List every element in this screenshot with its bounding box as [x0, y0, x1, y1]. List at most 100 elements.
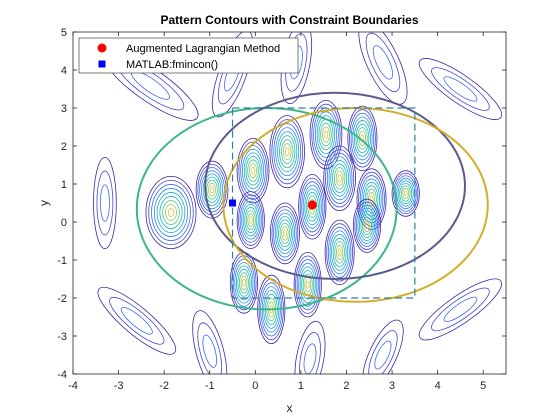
- contour-line: [418, 278, 503, 341]
- contour-streak: [192, 310, 228, 374]
- contour-line: [316, 115, 336, 155]
- contour-line: [156, 192, 186, 233]
- contour-line: [242, 203, 259, 237]
- contour-line: [202, 334, 217, 368]
- contour-lobe: [236, 137, 270, 204]
- contour-line: [374, 340, 392, 370]
- contour-line: [273, 209, 297, 258]
- x-tick-label: -3: [114, 380, 124, 392]
- contour-line: [391, 170, 420, 217]
- contour-line: [335, 244, 344, 260]
- contour-line: [148, 180, 194, 245]
- contour-line: [305, 280, 310, 289]
- contour-line: [431, 287, 490, 332]
- x-axis-ticks: -4 -3 -2 -1 0 1 2 3 4 5: [68, 32, 486, 392]
- contour-line: [295, 255, 321, 314]
- contour-line: [244, 207, 258, 234]
- contour-line: [355, 123, 370, 154]
- contour-line: [400, 185, 411, 202]
- contour-streak: [418, 58, 503, 120]
- contour-line: [109, 296, 165, 345]
- contour-line: [245, 210, 256, 231]
- contour-line: [301, 181, 324, 233]
- contour-line: [278, 219, 292, 248]
- constraint-ellipse-purple: [204, 91, 466, 280]
- contour-lobe: [236, 191, 265, 250]
- contour-line: [281, 139, 294, 165]
- contour-line: [356, 168, 387, 231]
- contour-lobe: [229, 251, 258, 314]
- contour-line: [145, 175, 197, 249]
- y-tick-label: -2: [57, 293, 67, 305]
- contour-line: [331, 234, 349, 271]
- contour-line: [332, 163, 348, 194]
- contour-line: [165, 204, 177, 221]
- contour-line: [358, 210, 375, 241]
- contour-line: [167, 208, 175, 217]
- contour-line: [393, 172, 419, 215]
- contour-line: [418, 58, 503, 120]
- contour-line: [234, 262, 254, 304]
- contour-line: [397, 180, 414, 207]
- contour-line: [368, 330, 398, 374]
- contour-line: [314, 111, 337, 158]
- contour-line: [282, 143, 292, 161]
- contour-line: [151, 184, 191, 241]
- contour-line: [363, 181, 381, 217]
- contour-line: [327, 226, 352, 278]
- contour-line: [354, 201, 380, 250]
- contour-line: [249, 163, 257, 179]
- contour-line: [323, 145, 356, 211]
- contour-line: [153, 188, 189, 237]
- chart-title: Pattern Contours with Constraint Boundar…: [160, 13, 418, 27]
- contour-lobe: [323, 145, 356, 211]
- contour-line: [298, 174, 327, 240]
- legend-marker-augmented-lagrangian: [97, 43, 107, 53]
- x-tick-label: 0: [252, 380, 258, 392]
- contour-line: [304, 188, 321, 226]
- contour-line: [235, 265, 252, 301]
- contour-lobe: [324, 219, 355, 286]
- y-tick-label: 1: [61, 179, 67, 191]
- contour-line: [365, 222, 369, 230]
- contour-line: [298, 262, 318, 307]
- contour-line: [326, 223, 354, 282]
- contour-line: [299, 266, 316, 304]
- y-tick-label: 3: [61, 103, 67, 115]
- legend-label-augmented-lagrangian: Augmented Lagrangian Method: [126, 43, 280, 55]
- contour-line: [332, 237, 347, 268]
- contour-streak: [97, 286, 177, 355]
- y-tick-label: 5: [61, 27, 67, 39]
- y-axis-label: y: [37, 200, 51, 206]
- contour-line: [357, 127, 368, 150]
- contour-line: [276, 216, 294, 251]
- contour-line: [243, 152, 263, 190]
- contour-line: [324, 219, 355, 286]
- constraint-boundaries: [135, 91, 489, 311]
- contour-line: [120, 307, 153, 335]
- contour-line: [281, 226, 289, 241]
- contour-line: [352, 116, 373, 161]
- contour-line: [99, 184, 110, 222]
- contour-line: [301, 269, 315, 300]
- x-tick-label: -1: [205, 380, 215, 392]
- contour-line: [208, 182, 216, 197]
- contour-line: [96, 170, 114, 236]
- contour-line: [403, 190, 408, 197]
- contour-line: [195, 160, 229, 219]
- contour-line: [335, 170, 344, 186]
- contour-line: [209, 186, 215, 194]
- contour-line: [242, 279, 246, 287]
- contour-line: [97, 286, 177, 355]
- contour-line: [162, 200, 180, 225]
- contour-line: [275, 127, 300, 177]
- x-tick-label: -4: [68, 380, 78, 392]
- x-tick-label: -2: [159, 380, 169, 392]
- contour-line: [248, 216, 253, 224]
- contour-line: [93, 156, 117, 249]
- contour-line: [322, 126, 330, 143]
- contour-line: [361, 178, 382, 220]
- y-tick-label: -4: [57, 369, 67, 381]
- contour-line: [294, 320, 326, 374]
